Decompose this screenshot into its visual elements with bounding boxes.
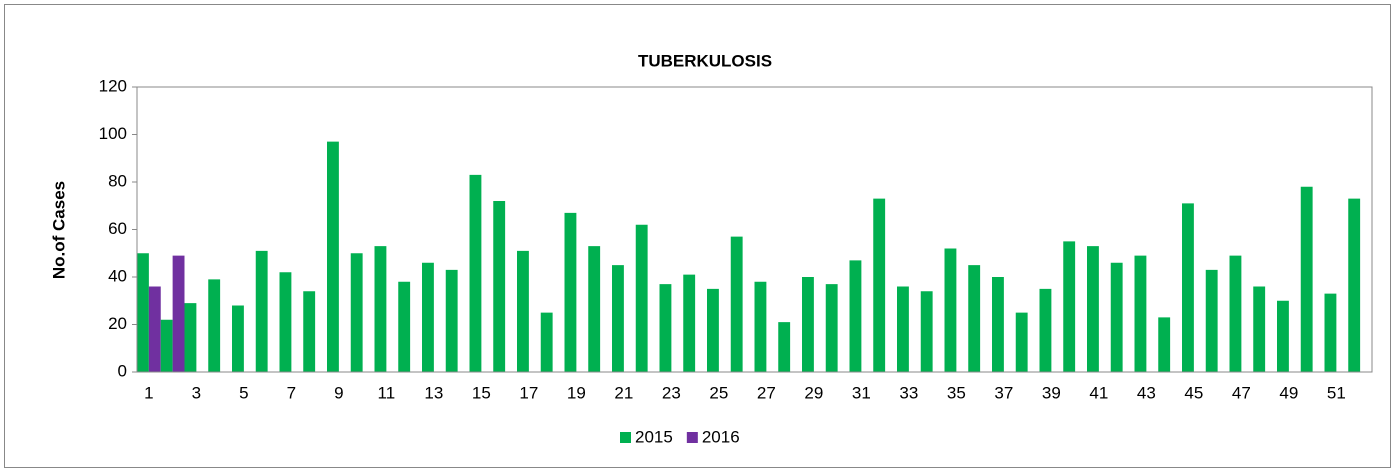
bar <box>1324 293 1337 372</box>
x-tick-label: 33 <box>899 383 918 402</box>
x-tick-label: 15 <box>472 383 491 402</box>
x-tick-label: 31 <box>852 383 871 402</box>
bar <box>992 277 1004 372</box>
x-tick-label: 9 <box>334 383 343 402</box>
bar <box>279 272 292 372</box>
bar <box>445 269 458 372</box>
bar <box>897 286 909 372</box>
bar <box>1110 262 1123 372</box>
bar <box>232 305 244 372</box>
bar <box>564 212 577 372</box>
bar <box>1229 255 1242 372</box>
bar <box>707 288 719 372</box>
x-tick-label: 5 <box>239 383 248 402</box>
x-tick-label: 23 <box>662 383 681 402</box>
bar <box>1348 198 1361 372</box>
bar <box>1039 288 1052 372</box>
bar <box>1015 312 1028 372</box>
x-tick-label: 21 <box>614 383 633 402</box>
legend-swatch <box>620 432 631 443</box>
x-tick-label: 39 <box>1042 383 1061 402</box>
x-tick-label: 37 <box>994 383 1013 402</box>
bar <box>1134 255 1147 372</box>
bar <box>374 246 387 372</box>
plot-border <box>136 86 1373 373</box>
bar <box>540 312 553 372</box>
y-tick-label: 20 <box>108 314 127 333</box>
x-tick-label: 7 <box>287 383 296 402</box>
bar <box>148 286 161 372</box>
bar <box>1158 317 1171 372</box>
bar <box>802 277 814 372</box>
bar <box>1182 203 1194 372</box>
bar <box>1063 241 1076 372</box>
y-axis-label: No.of Cases <box>49 181 68 279</box>
y-tick-label: 80 <box>108 171 127 190</box>
bar <box>1277 300 1289 372</box>
x-tick-label: 49 <box>1279 383 1298 402</box>
x-tick-label: 45 <box>1184 383 1203 402</box>
y-tick-label: 60 <box>108 219 127 238</box>
y-tick-label: 120 <box>99 76 127 95</box>
legend-label: 2015 <box>635 427 673 446</box>
chart-title: TUBERKULOSIS <box>638 51 772 70</box>
x-tick-label: 3 <box>192 383 201 402</box>
bar <box>635 224 648 372</box>
x-tick-label: 17 <box>519 383 538 402</box>
x-tick-label: 1 <box>144 383 153 402</box>
bar <box>873 198 886 372</box>
bar <box>208 279 221 372</box>
bar <box>160 319 173 372</box>
bar <box>255 250 268 372</box>
bar <box>683 274 696 372</box>
bar <box>493 201 506 372</box>
bar <box>469 174 482 372</box>
bar <box>350 253 363 372</box>
bar <box>968 265 981 372</box>
bar <box>778 322 791 372</box>
bar <box>1253 286 1266 372</box>
bar <box>184 303 197 372</box>
bar <box>825 284 838 372</box>
legend-label: 2016 <box>702 427 740 446</box>
y-tick-label: 0 <box>118 361 127 380</box>
bar <box>422 262 434 372</box>
x-tick-label: 43 <box>1137 383 1156 402</box>
bar <box>612 265 624 372</box>
bar <box>754 281 767 372</box>
x-tick-label: 29 <box>804 383 823 402</box>
bar <box>730 236 743 372</box>
bar <box>398 281 411 372</box>
x-tick-label: 35 <box>947 383 966 402</box>
x-tick-label: 47 <box>1232 383 1251 402</box>
bar <box>1300 186 1313 372</box>
bar <box>303 291 316 372</box>
bar <box>920 291 933 372</box>
bar <box>517 250 529 372</box>
legend-swatch <box>686 432 698 443</box>
bar <box>588 246 601 372</box>
bar <box>944 248 957 372</box>
x-tick-label: 19 <box>567 383 586 402</box>
bar <box>172 255 185 372</box>
x-tick-label: 41 <box>1089 383 1108 402</box>
bar <box>659 284 672 372</box>
x-tick-label: 27 <box>757 383 776 402</box>
bar <box>1205 269 1218 372</box>
x-tick-label: 13 <box>424 383 443 402</box>
chart-border <box>4 4 1391 468</box>
bar <box>1087 246 1099 372</box>
y-tick-label: 100 <box>99 124 127 143</box>
bar <box>137 253 149 372</box>
x-tick-label: 51 <box>1327 383 1346 402</box>
x-tick-label: 25 <box>709 383 728 402</box>
bar <box>327 141 339 372</box>
bar <box>849 260 862 372</box>
x-tick-label: 11 <box>378 383 396 402</box>
y-tick-label: 40 <box>108 266 127 285</box>
